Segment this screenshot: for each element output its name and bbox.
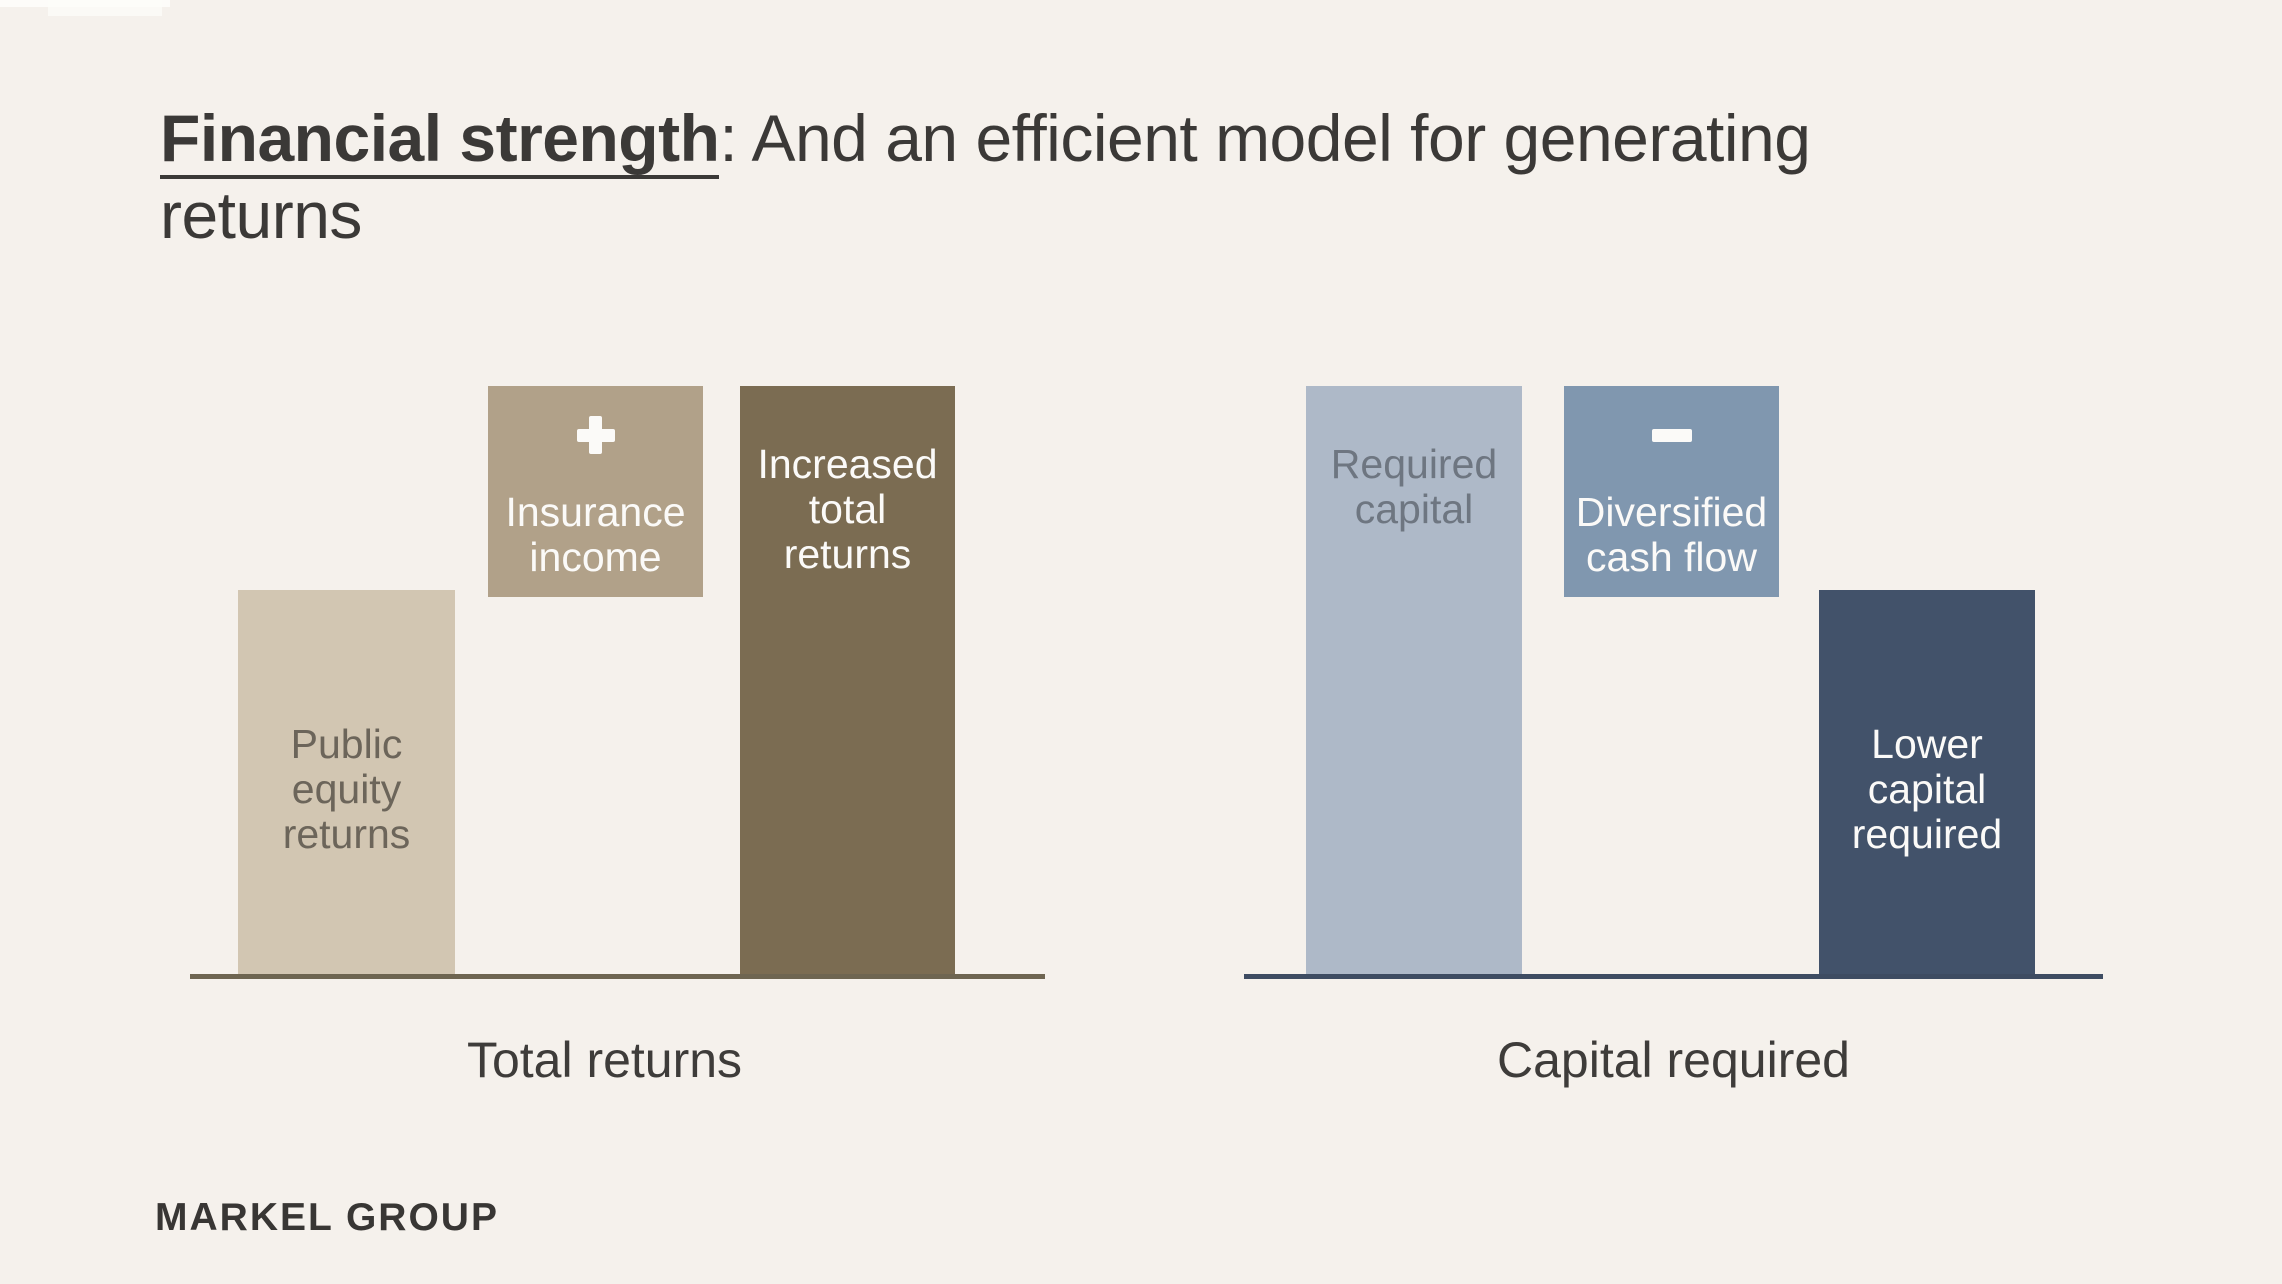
bar-increased-total-returns: Increased total returns [740, 386, 955, 975]
plus-icon-shape [576, 416, 615, 454]
bar-label-required-capital: Required capital [1330, 441, 1498, 532]
slide-title: Financial strength: And an efficient mod… [160, 100, 2010, 254]
bar-public-equity-returns: Public equity returns [238, 590, 455, 975]
bar-label-public-equity-returns: Public equity returns [282, 721, 411, 857]
plus-icon [576, 416, 615, 454]
bar-label-diversified-cash-flow: Diversified cash flow [1575, 489, 1768, 580]
bar-diversified-cash-flow: Diversified cash flow [1564, 386, 1779, 597]
bar-label-insurance-income: Insurance income [505, 489, 686, 580]
left-chart-axis-label: Total returns [466, 1032, 743, 1088]
title-emphasis: Financial strength [160, 101, 720, 179]
title-rest: : And an efficient model for generating … [160, 101, 1811, 252]
left-chart-baseline [190, 974, 1045, 979]
bar-lower-capital-required: Lower capital required [1819, 590, 2035, 975]
minus-icon-shape [1651, 428, 1692, 442]
right-chart-baseline [1244, 974, 2103, 979]
right-chart-axis-label: Capital required [1497, 1032, 1850, 1088]
minus-icon [1651, 416, 1692, 454]
markel-group-logo: MARKEL GROUP [155, 1196, 499, 1239]
bar-label-increased-total-returns: Increased total returns [757, 441, 938, 577]
bar-insurance-income: Insurance income [488, 386, 703, 597]
bar-label-lower-capital-required: Lower capital required [1851, 721, 2003, 857]
bar-required-capital: Required capital [1306, 386, 1522, 975]
top-left-artifact-tab [48, 0, 162, 16]
